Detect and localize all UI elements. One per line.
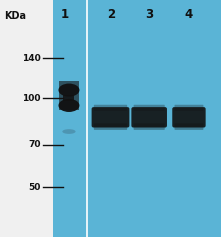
Ellipse shape <box>58 99 80 112</box>
Ellipse shape <box>62 129 76 134</box>
Bar <box>0 0 53 237</box>
FancyBboxPatch shape <box>92 107 129 128</box>
FancyBboxPatch shape <box>175 123 204 130</box>
Text: 50: 50 <box>29 183 41 192</box>
FancyBboxPatch shape <box>172 107 206 128</box>
Text: KDa: KDa <box>4 11 27 21</box>
Text: 4: 4 <box>185 8 193 21</box>
Text: 70: 70 <box>28 140 41 149</box>
Bar <box>53 0 221 237</box>
FancyBboxPatch shape <box>134 123 165 130</box>
Text: 2: 2 <box>108 8 116 21</box>
Bar <box>59 81 79 110</box>
FancyBboxPatch shape <box>94 105 127 111</box>
Ellipse shape <box>58 84 80 97</box>
FancyBboxPatch shape <box>134 105 165 111</box>
Text: 1: 1 <box>61 8 69 21</box>
Text: 140: 140 <box>22 54 41 63</box>
FancyBboxPatch shape <box>175 105 204 111</box>
Text: 3: 3 <box>145 8 153 21</box>
Bar <box>63 95 74 101</box>
Text: 100: 100 <box>22 94 41 103</box>
FancyBboxPatch shape <box>131 107 167 128</box>
FancyBboxPatch shape <box>94 123 127 130</box>
